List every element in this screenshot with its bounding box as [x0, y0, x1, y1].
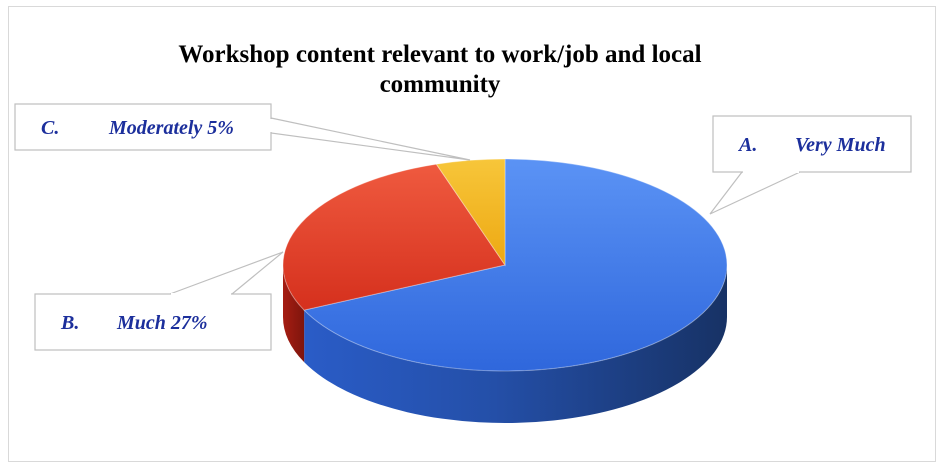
- slice-label-letter-2: C.: [41, 117, 59, 139]
- chart-title: Workshop content relevant to work/job an…: [178, 41, 702, 98]
- callout-0: A. Very Much: [709, 115, 912, 215]
- pie-slice-1: [282, 163, 506, 311]
- pie-slice-2: [435, 158, 506, 267]
- slice-label-name-1: Much 27%: [116, 312, 208, 334]
- pie-side-1: [283, 265, 305, 363]
- pie-slice-0: [303, 158, 728, 372]
- pie-side-0: [304, 265, 727, 423]
- callout-2: C. Moderately 5%: [14, 103, 471, 161]
- slice-label-letter-1: B.: [60, 312, 79, 334]
- slice-label-name-2: Moderately 5%: [108, 117, 234, 139]
- slice-label-name-0: Very Much: [795, 134, 886, 156]
- slice-label-letter-0: A.: [737, 134, 757, 156]
- callout-1: B. Much 27%: [34, 251, 284, 351]
